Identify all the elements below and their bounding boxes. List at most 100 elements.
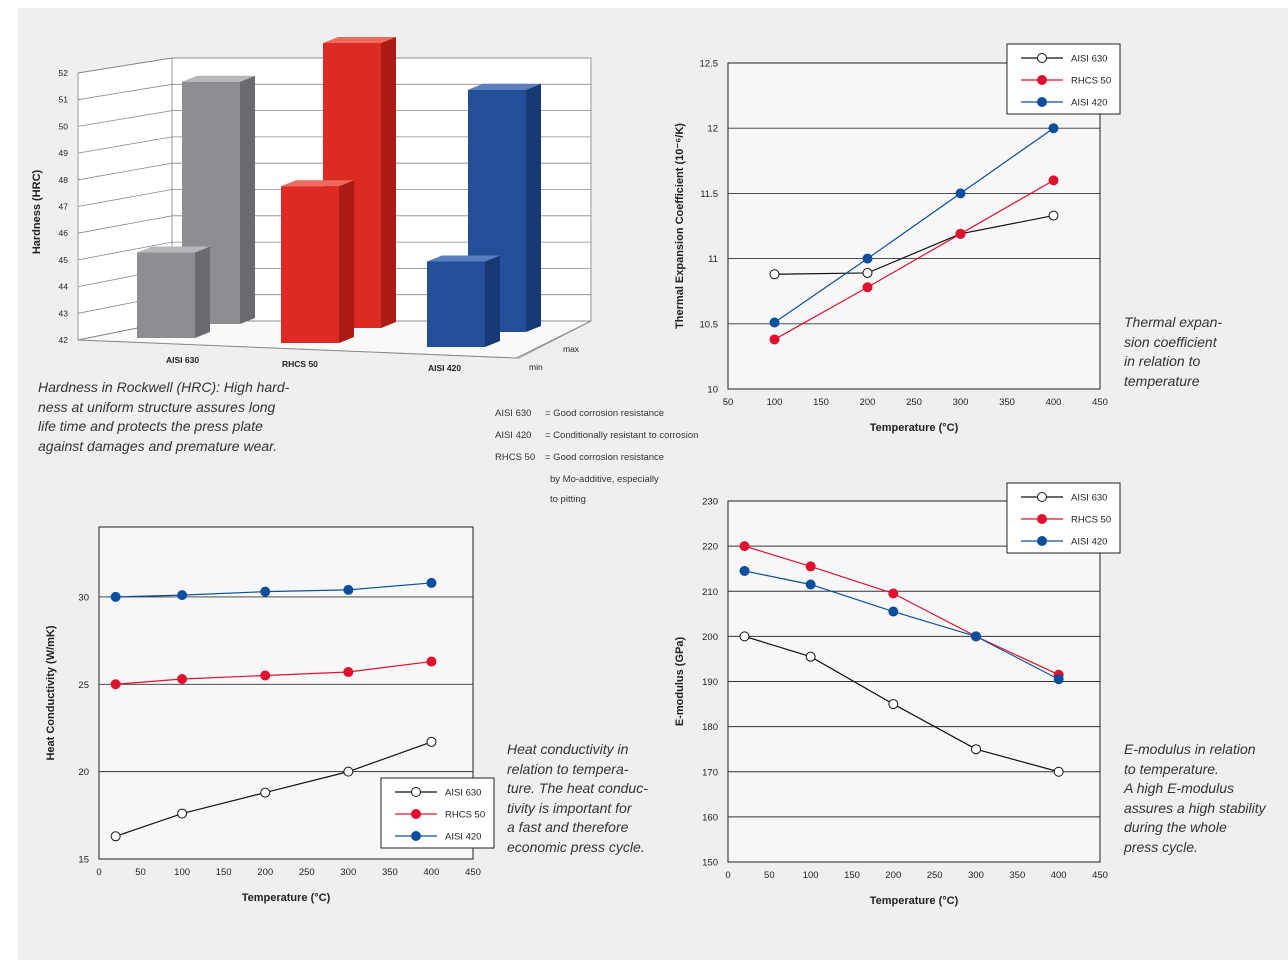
x-tick-label: 0 bbox=[725, 870, 730, 881]
y-tick-label: 51 bbox=[59, 95, 69, 105]
legend-label: AISI 420 bbox=[1071, 537, 1107, 548]
aisi630-data-point bbox=[343, 766, 354, 777]
y-tick-label: 11 bbox=[708, 254, 718, 265]
y-tick-label: 15 bbox=[78, 855, 89, 866]
y-tick-label: 25 bbox=[78, 680, 89, 691]
caption-line: Hardness in Rockwell (HRC): High hard- bbox=[38, 379, 290, 395]
rhcs50-data-point bbox=[888, 588, 899, 599]
bar-side bbox=[381, 37, 396, 328]
aisi420-data-point bbox=[1053, 674, 1064, 685]
y-tick-label: 220 bbox=[702, 542, 718, 553]
aisi420-data-point bbox=[888, 606, 899, 617]
legend-swatch-marker bbox=[411, 809, 421, 819]
note-text: = Good corrosion resistance bbox=[545, 408, 665, 419]
x-tick-label: 450 bbox=[1092, 397, 1108, 408]
caption-line: to temperature. bbox=[1124, 760, 1219, 777]
caption-line: in relation to bbox=[1124, 353, 1201, 370]
rhcs50-data-point bbox=[1048, 175, 1059, 186]
bar-min-rhcs50 bbox=[281, 180, 354, 343]
material-notes: AISI 630 = Good corrosion resistance AISI… bbox=[495, 408, 698, 514]
y-tick-label: 49 bbox=[59, 148, 69, 158]
bar-side bbox=[526, 83, 541, 332]
caption-line: sion coefficient bbox=[1124, 333, 1217, 350]
legend-swatch-marker bbox=[411, 831, 421, 841]
x-tick-label: 0 bbox=[96, 867, 101, 878]
legend-label: AISI 630 bbox=[1071, 54, 1107, 65]
bar-top bbox=[182, 75, 255, 82]
legend: AISI 630 RHCS 50 AISI 420 bbox=[1006, 43, 1121, 115]
aisi420-data-point bbox=[343, 584, 354, 595]
note-continuation: by Mo-additive, especially bbox=[550, 474, 659, 485]
aisi630-data-point bbox=[426, 736, 437, 747]
x-tick-label: 300 bbox=[968, 870, 984, 881]
gridline bbox=[77, 83, 173, 101]
y-tick-label: 190 bbox=[702, 677, 718, 688]
bar-min-aisi630 bbox=[137, 246, 210, 338]
y-tick-label: 43 bbox=[59, 308, 69, 318]
bar-front bbox=[137, 252, 195, 338]
y-tick-label: 180 bbox=[702, 722, 718, 733]
legend-label: AISI 420 bbox=[1071, 98, 1107, 109]
rhcs50-data-point bbox=[739, 541, 750, 552]
x-tick-label: 350 bbox=[999, 397, 1015, 408]
rhcs50-data-point bbox=[769, 334, 780, 345]
legend-label: RHCS 50 bbox=[445, 810, 485, 821]
aisi630-data-point bbox=[110, 831, 121, 842]
x-tick-label: 150 bbox=[844, 870, 860, 881]
y-tick-label: 10 bbox=[707, 385, 718, 396]
caption-line: temperature bbox=[1124, 372, 1200, 389]
aisi420-data-point bbox=[739, 565, 750, 576]
x-tick-label: 150 bbox=[216, 867, 232, 878]
aisi630-data-point bbox=[769, 269, 780, 280]
y-tick-label: 210 bbox=[702, 587, 718, 598]
aisi630-data-point bbox=[971, 744, 981, 755]
x-tick-label: 150 bbox=[813, 397, 829, 408]
category-label: AISI 630 bbox=[166, 355, 199, 365]
y-tick-label: 170 bbox=[702, 767, 718, 778]
aisi420-data-point bbox=[426, 577, 437, 588]
bar-top bbox=[137, 246, 210, 253]
y-tick-label: 45 bbox=[59, 255, 69, 265]
gridline bbox=[77, 189, 173, 207]
x-tick-label: 200 bbox=[257, 867, 273, 878]
x-tick-label: 350 bbox=[1009, 870, 1025, 881]
legend-swatch-marker bbox=[1037, 536, 1047, 546]
note-row: AISI 630 = Good corrosion resistance bbox=[495, 408, 698, 430]
legend-label: AISI 630 bbox=[445, 788, 481, 799]
rhcs50-data-point bbox=[260, 670, 271, 681]
x-tick-label: 400 bbox=[424, 867, 440, 878]
legend-label: AISI 420 bbox=[445, 832, 481, 843]
aisi630-data-point bbox=[1053, 766, 1064, 777]
aisi630-data-point bbox=[862, 267, 873, 278]
axis-line bbox=[77, 339, 517, 359]
gridline bbox=[77, 162, 173, 181]
x-tick-label: 50 bbox=[723, 397, 734, 408]
caption-line: press cycle. bbox=[1124, 838, 1198, 855]
caption-line: Heat conductivity in bbox=[507, 741, 629, 757]
caption-line: ness at uniform structure assures long bbox=[38, 398, 276, 415]
legend-label: AISI 630 bbox=[1071, 493, 1107, 504]
caption-line: during the whole bbox=[1124, 819, 1227, 836]
hardness-chart: 42 43 44 45 46 47 48 49 50 51 52 Hardness (HRC) AISI… bbox=[31, 37, 592, 373]
aisi420-data-point bbox=[971, 631, 981, 642]
aisi420-data-point bbox=[862, 253, 873, 264]
gridline bbox=[77, 241, 173, 261]
y-tick-label: 200 bbox=[702, 632, 718, 643]
legend-swatch-marker bbox=[1037, 53, 1047, 63]
legend-swatch-marker bbox=[1037, 514, 1047, 524]
note-row: RHCS 50 = Good corrosion resistance bbox=[495, 452, 698, 474]
x-tick-label: 400 bbox=[1046, 397, 1062, 408]
rhcs50-data-point bbox=[862, 282, 873, 293]
aisi630-data-point bbox=[1048, 210, 1059, 221]
gridline bbox=[77, 215, 173, 234]
axis-line bbox=[515, 320, 592, 359]
caption-line: a fast and therefore bbox=[507, 819, 629, 836]
x-axis-label: Temperature (°C) bbox=[870, 422, 959, 434]
x-tick-label: 100 bbox=[803, 870, 819, 881]
thermal-chart: 10 10.5 11 11.5 12 12.5 50 100 150 200 250 300 350 40… bbox=[674, 43, 1121, 434]
y-tick-label: 12.5 bbox=[700, 59, 719, 70]
category-label: RHCS 50 bbox=[282, 359, 318, 369]
x-tick-label: 250 bbox=[906, 397, 922, 408]
note-abbr: RHCS 50 bbox=[495, 452, 536, 463]
y-tick-label: 20 bbox=[78, 767, 89, 778]
